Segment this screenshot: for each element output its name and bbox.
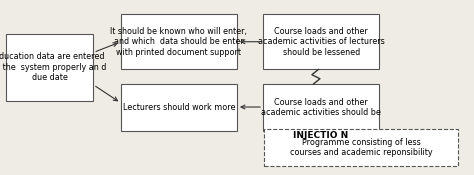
Text: Course loads and other
academic activities of lecturers
should be lessened: Course loads and other academic activiti…	[258, 27, 384, 57]
FancyBboxPatch shape	[6, 34, 93, 101]
FancyBboxPatch shape	[121, 14, 237, 69]
FancyBboxPatch shape	[121, 84, 237, 131]
Text: It should be known who will enter,
and which  data should be enter
with printed : It should be known who will enter, and w…	[110, 27, 247, 57]
Text: INJECTIO N: INJECTIO N	[293, 131, 348, 140]
FancyBboxPatch shape	[263, 14, 379, 69]
Text: Education data are entered
to the  system properly an d
due date: Education data are entered to the system…	[0, 52, 107, 82]
Text: Programme consisting of less
courses and academic reponsibility: Programme consisting of less courses and…	[290, 138, 432, 157]
FancyBboxPatch shape	[264, 129, 458, 166]
Text: Lecturers should work more: Lecturers should work more	[123, 103, 235, 112]
FancyBboxPatch shape	[263, 84, 379, 131]
Text: Course loads and other
academic activities should be: Course loads and other academic activiti…	[261, 98, 381, 117]
